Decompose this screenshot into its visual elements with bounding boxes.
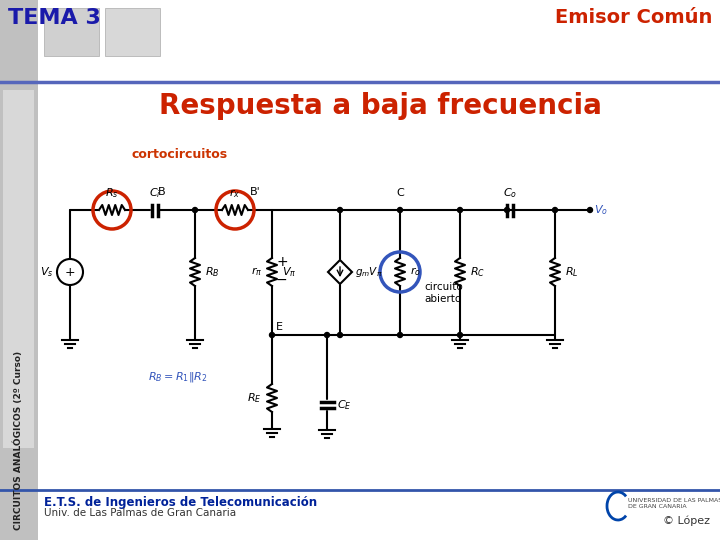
Text: circuito
abierto: circuito abierto bbox=[424, 282, 463, 303]
FancyBboxPatch shape bbox=[3, 90, 34, 448]
Circle shape bbox=[457, 207, 462, 213]
Circle shape bbox=[269, 333, 274, 338]
Text: TEMA 3: TEMA 3 bbox=[8, 8, 101, 28]
Text: $R_C$: $R_C$ bbox=[470, 265, 485, 279]
Circle shape bbox=[338, 333, 343, 338]
Text: E.T.S. de Ingenieros de Telecomunicación: E.T.S. de Ingenieros de Telecomunicación bbox=[44, 496, 317, 509]
Text: $r_o$: $r_o$ bbox=[410, 266, 421, 279]
FancyBboxPatch shape bbox=[105, 8, 160, 56]
Text: $C_E$: $C_E$ bbox=[337, 398, 351, 412]
Text: $R_B = R_1 \| R_2$: $R_B = R_1 \| R_2$ bbox=[148, 370, 207, 384]
Text: $C_i$: $C_i$ bbox=[149, 186, 161, 200]
Circle shape bbox=[192, 207, 197, 213]
Text: E: E bbox=[276, 322, 283, 332]
Text: $g_m V_{\pi}$: $g_m V_{\pi}$ bbox=[355, 265, 382, 279]
Circle shape bbox=[397, 333, 402, 338]
Text: $R_B$: $R_B$ bbox=[205, 265, 220, 279]
FancyBboxPatch shape bbox=[44, 8, 99, 56]
Text: B: B bbox=[158, 187, 166, 197]
Circle shape bbox=[505, 207, 510, 213]
Circle shape bbox=[397, 207, 402, 213]
Circle shape bbox=[457, 333, 462, 338]
Text: C: C bbox=[396, 188, 404, 198]
Text: UNIVERSIDAD DE LAS PALMAS
DE GRAN CANARIA: UNIVERSIDAD DE LAS PALMAS DE GRAN CANARI… bbox=[628, 498, 720, 509]
Text: $R_E$: $R_E$ bbox=[248, 391, 262, 405]
Text: Emisor Común: Emisor Común bbox=[554, 8, 712, 27]
Text: $C_o$: $C_o$ bbox=[503, 186, 517, 200]
Text: cortocircuitos: cortocircuitos bbox=[132, 148, 228, 161]
Text: CIRCUITOS ANALÓGICOS (2º Curso): CIRCUITOS ANALÓGICOS (2º Curso) bbox=[13, 350, 23, 530]
Text: $V_o$: $V_o$ bbox=[594, 203, 608, 217]
Text: © López: © López bbox=[663, 516, 710, 526]
Text: +: + bbox=[276, 255, 287, 269]
Text: $R_s$: $R_s$ bbox=[105, 186, 119, 200]
Text: Univ. de Las Palmas de Gran Canaria: Univ. de Las Palmas de Gran Canaria bbox=[44, 508, 236, 518]
Text: Respuesta a baja frecuencia: Respuesta a baja frecuencia bbox=[158, 92, 601, 120]
Text: $R_L$: $R_L$ bbox=[565, 265, 579, 279]
FancyBboxPatch shape bbox=[0, 0, 38, 540]
Text: $V_{\pi}$: $V_{\pi}$ bbox=[282, 265, 297, 279]
Text: +: + bbox=[65, 266, 76, 279]
Text: $r_{\pi}$: $r_{\pi}$ bbox=[251, 266, 262, 279]
Text: $V_s$: $V_s$ bbox=[40, 265, 53, 279]
Text: −: − bbox=[276, 273, 287, 287]
Circle shape bbox=[588, 207, 593, 213]
Text: $r_x$: $r_x$ bbox=[230, 187, 240, 200]
Circle shape bbox=[325, 333, 330, 338]
Circle shape bbox=[552, 207, 557, 213]
Text: B': B' bbox=[250, 187, 261, 197]
Circle shape bbox=[338, 207, 343, 213]
